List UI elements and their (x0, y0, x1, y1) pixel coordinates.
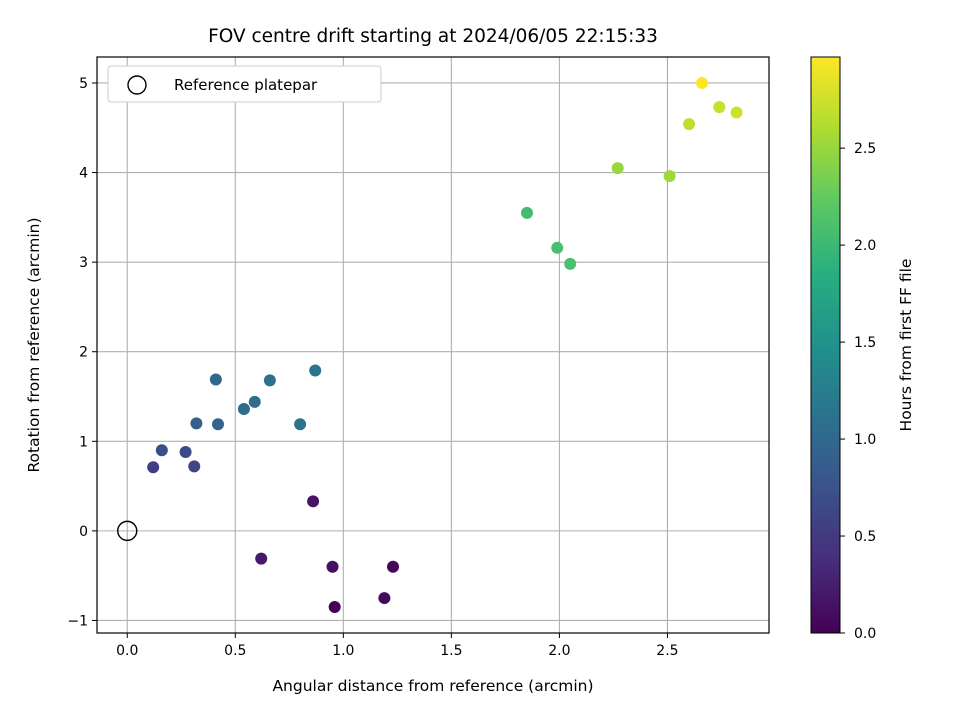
x-tick-label: 2.5 (656, 643, 678, 659)
chart-title: FOV centre drift starting at 2024/06/05 … (208, 26, 658, 47)
data-point (294, 418, 307, 431)
colorbar-label: Hours from first FF file (897, 259, 915, 432)
colorbar-tick-label: 1.0 (854, 432, 876, 448)
legend-entry-reference: Reference platepar (174, 76, 318, 94)
x-tick-label: 1.0 (332, 643, 354, 659)
data-point (564, 257, 577, 270)
legend-marker (127, 75, 147, 95)
data-point (248, 395, 261, 408)
data-point (520, 206, 533, 219)
legend: Reference platepar (107, 65, 382, 103)
reference-marker-group (117, 520, 138, 542)
data-point (326, 560, 339, 573)
y-tick-label: 2 (79, 345, 88, 361)
y-axis-label: Rotation from reference (arcmin) (25, 217, 43, 472)
data-points (147, 76, 743, 614)
plot-frame (96, 56, 770, 634)
data-point (190, 417, 203, 430)
y-tick-label: 0 (79, 524, 88, 540)
colorbar-tick-label: 0.0 (854, 626, 876, 642)
data-point (328, 601, 341, 614)
y-tick-label: −1 (67, 613, 88, 629)
colorbar-ticks: 0.0 0.5 1.0 1.5 2.0 2.5 (840, 141, 876, 642)
colorbar-tick-label: 0.5 (854, 529, 876, 545)
data-point (551, 241, 564, 254)
reference-platepar-marker (117, 520, 138, 542)
data-point (179, 446, 192, 459)
data-point (663, 170, 676, 183)
x-axis-ticks: 0.0 0.5 1.0 1.5 2.0 2.5 (116, 633, 679, 659)
data-point (730, 106, 743, 119)
x-tick-label: 0.0 (116, 643, 138, 659)
data-point (147, 461, 160, 474)
y-tick-label: 5 (79, 76, 88, 92)
data-point (309, 364, 322, 377)
data-point (212, 418, 225, 431)
colorbar-tick-label: 1.5 (854, 335, 876, 351)
x-axis-label: Angular distance from reference (arcmin) (272, 677, 593, 695)
data-point (378, 592, 391, 605)
y-tick-label: 1 (79, 434, 88, 450)
data-point (307, 495, 320, 508)
y-tick-label: 4 (79, 166, 88, 182)
data-point (188, 460, 201, 473)
data-point (611, 162, 624, 175)
colorbar (810, 56, 841, 634)
legend-box (107, 65, 382, 103)
data-point (683, 118, 696, 131)
data-point (155, 444, 168, 457)
data-point (387, 560, 400, 573)
grid-lines (97, 57, 769, 633)
colorbar-tick-label: 2.5 (854, 141, 876, 157)
x-tick-label: 1.5 (440, 643, 462, 659)
data-point (209, 373, 222, 386)
colorbar-tick-label: 2.0 (854, 238, 876, 254)
x-tick-label: 2.0 (548, 643, 570, 659)
x-tick-label: 0.5 (224, 643, 246, 659)
y-axis-ticks: −1 0 1 2 3 4 5 (67, 76, 97, 629)
data-point (255, 552, 268, 565)
data-point (713, 101, 726, 114)
y-tick-label: 3 (79, 255, 88, 271)
data-point (696, 76, 709, 89)
data-point (263, 374, 276, 387)
data-point (237, 403, 250, 416)
